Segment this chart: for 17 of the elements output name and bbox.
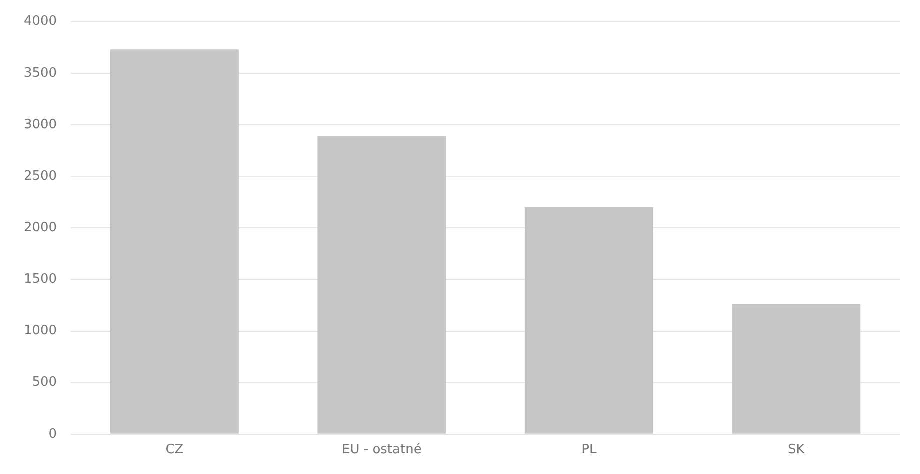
y-tick-label: 0 (48, 426, 58, 442)
y-tick-label: 1500 (24, 272, 58, 288)
x-tick-label: SK (788, 442, 806, 458)
y-tick-label: 2500 (24, 168, 58, 184)
x-tick-label: EU - ostatné (342, 442, 422, 458)
y-tick-label: 4000 (24, 14, 58, 30)
y-tick-label: 3500 (24, 66, 58, 81)
y-tick-label: 3000 (24, 117, 58, 132)
bar (318, 136, 446, 434)
x-tick-label: CZ (166, 442, 184, 458)
bar (524, 207, 654, 434)
x-tick-label: PL (582, 442, 598, 458)
bar (110, 50, 239, 434)
y-tick-label: 2000 (24, 220, 58, 236)
bar (732, 304, 861, 434)
y-tick-label: 1000 (24, 324, 58, 339)
y-tick-label: 500 (32, 375, 58, 390)
